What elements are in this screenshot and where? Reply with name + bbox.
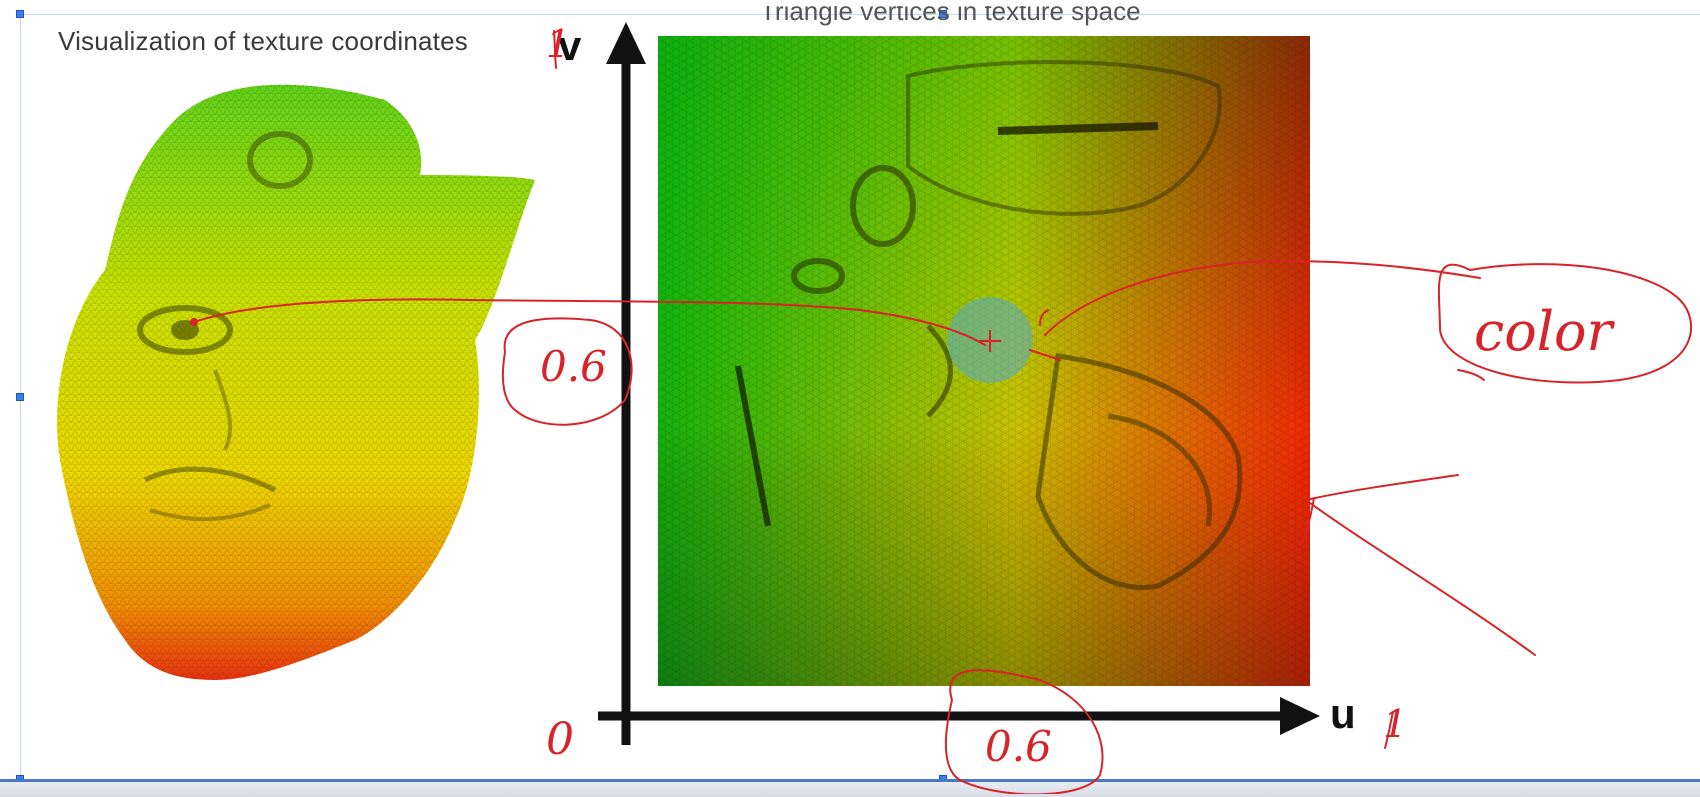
v-coordinate-annotation: 0.6 bbox=[540, 342, 607, 391]
selection-handle-middle-left[interactable] bbox=[16, 393, 24, 401]
window-bottom-bar bbox=[0, 779, 1700, 797]
selection-handle-top-left[interactable] bbox=[16, 10, 24, 18]
head-mesh-image bbox=[55, 80, 555, 710]
color-annotation: color bbox=[1474, 300, 1613, 363]
origin-annotation: 0 bbox=[546, 714, 574, 765]
u-coordinate-annotation: 0.6 bbox=[985, 722, 1052, 771]
v-axis-label: v bbox=[558, 22, 582, 69]
texture-space-title: Triangle vertices in texture space bbox=[760, 0, 1141, 26]
cursor-highlight bbox=[947, 297, 1033, 383]
u-axis-label: u bbox=[1330, 690, 1356, 737]
v-max-annotation: 1 bbox=[546, 22, 571, 66]
selection-handle-top-center[interactable] bbox=[939, 10, 947, 18]
slide-title: Visualization of texture coordinates bbox=[58, 26, 468, 56]
u-max-annotation: 1 bbox=[1383, 702, 1408, 746]
